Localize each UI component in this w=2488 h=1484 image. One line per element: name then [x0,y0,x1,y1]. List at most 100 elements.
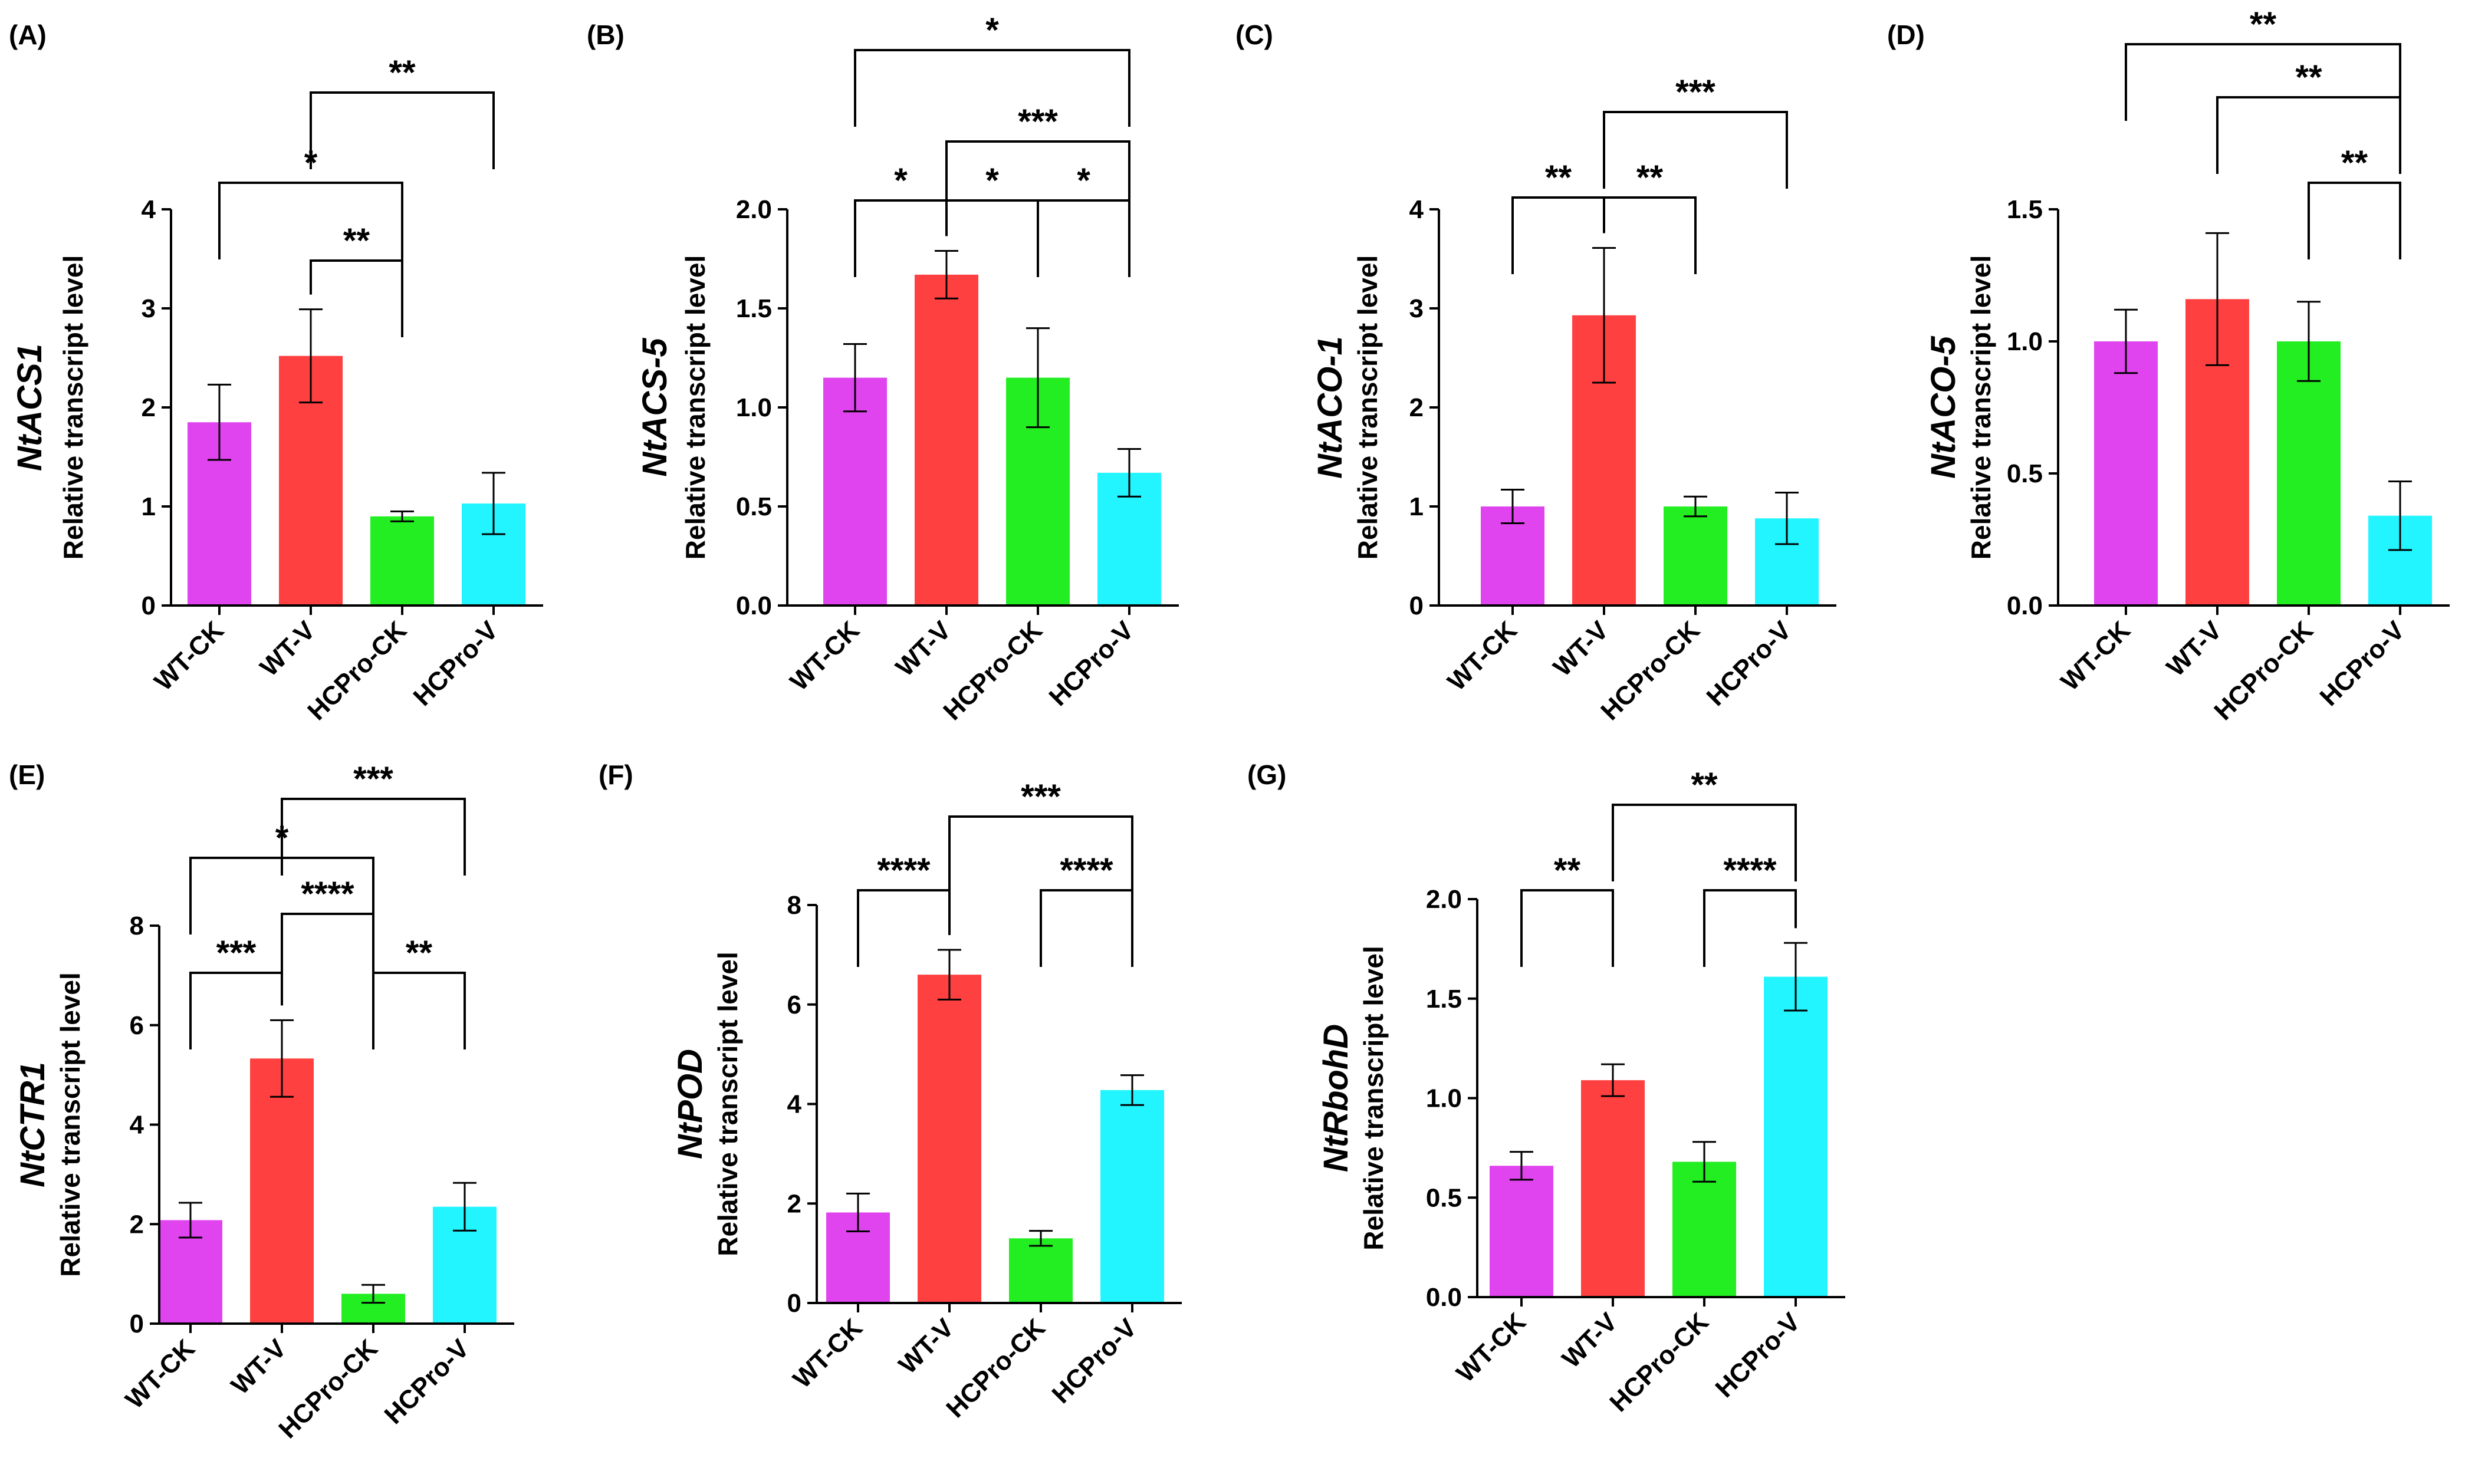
significance-label: * [894,162,908,200]
significance-bracket [1603,196,1697,274]
bar [2094,341,2158,606]
x-tick-label: HCPro-CK [938,616,1048,726]
y-tick-label: 1.0 [2007,327,2043,356]
y-tick-label: 8 [787,891,801,920]
y-tick-label: 0.5 [1426,1183,1462,1212]
significance-bracket [2308,182,2401,259]
y-tick-label: 1 [142,492,156,521]
y-tick-label: 0 [1409,591,1424,620]
panel-letter: (D) [1887,19,1925,50]
y-tick-label: 6 [787,991,801,1019]
y-tick-label: 0.0 [736,591,772,620]
x-tick-label: HCPro-CK [941,1313,1051,1423]
x-tick-label: WT-V [226,1334,292,1400]
y-tick-label: 1.5 [2007,195,2043,224]
y-tick-label: 3 [1409,294,1424,323]
gene-label: NtACO-1 [1311,336,1349,479]
bar [1581,1080,1645,1297]
panel-letter: (C) [1235,19,1273,50]
significance-label: **** [301,875,354,913]
x-tick-label: WT-CK [2055,616,2136,696]
significance-bracket [281,913,374,991]
bar [918,975,981,1303]
x-tick-label: WT-V [2161,616,2228,682]
y-tick-label: 1 [1409,492,1424,521]
significance-label: * [985,162,999,200]
significance-label: *** [216,934,257,972]
significance-label: * [1077,162,1090,200]
significance-bracket [2125,43,2401,121]
panel-letter: (A) [9,19,47,50]
x-tick-label: HCPro-V [2315,616,2411,712]
significance-bracket [189,972,283,1049]
significance-label: ** [343,222,370,260]
x-tick-label: WT-CK [1451,1307,1531,1388]
y-axis-label: Relative transcript level [1358,946,1389,1250]
significance-bracket [857,889,951,967]
x-tick-label: WT-CK [787,1313,868,1394]
significance-bracket [2216,96,2401,174]
bar [1764,976,1828,1297]
x-tick-label: HCPro-V [1047,1313,1143,1409]
bar [250,1058,314,1324]
significance-label: ** [1545,159,1572,197]
y-tick-label: 0.5 [2007,459,2043,488]
significance-label: ** [2250,5,2277,44]
y-axis-label: Relative transcript level [1352,255,1383,560]
gene-label: NtACO-5 [1924,335,1963,478]
significance-bracket [948,815,1133,893]
bar [915,274,978,606]
y-tick-label: 4 [130,1111,144,1140]
significance-bracket [1603,111,1788,189]
significance-label: ** [2341,144,2368,182]
x-tick-label: WT-CK [120,1334,201,1414]
x-tick-label: HCPro-V [1710,1307,1806,1403]
significance-label: ** [389,54,416,92]
y-tick-label: 2.0 [736,195,772,224]
y-tick-label: 0 [130,1309,144,1338]
significance-label: ** [1554,851,1581,890]
gene-label: NtACS1 [11,344,49,471]
significance-label: **** [877,851,931,890]
x-tick-label: WT-V [255,616,321,682]
gene-label: NtCTR1 [14,1062,52,1187]
x-tick-label: HCPro-CK [1595,616,1705,726]
significance-bracket [1520,889,1614,967]
significance-bracket [310,259,403,337]
significance-bracket [854,49,1130,127]
y-tick-label: 2 [1409,393,1424,422]
significance-label: * [985,11,999,50]
significance-label: ** [1691,766,1718,804]
bar [1672,1161,1736,1297]
panel-letter: (F) [599,759,633,790]
significance-bracket [372,972,466,1049]
significance-bracket [1703,889,1797,967]
x-tick-label: WT-CK [784,616,865,696]
y-tick-label: 4 [142,195,156,224]
y-axis-label: Relative transcript level [58,255,88,560]
bar [1490,1166,1553,1297]
x-tick-label: HCPro-CK [2208,616,2319,726]
gene-label: NtPOD [671,1049,709,1159]
significance-bracket [1040,889,1133,967]
y-tick-label: 8 [130,912,144,940]
bar [823,377,887,606]
significance-label: *** [1021,778,1061,816]
x-tick-label: HCPro-CK [273,1334,383,1444]
x-tick-label: WT-CK [1442,616,1523,696]
significance-label: *** [1018,103,1058,141]
significance-bracket [218,182,403,259]
bar [1100,1090,1164,1303]
significance-label: *** [353,760,393,798]
y-tick-label: 2 [787,1189,801,1218]
significance-label: ** [2295,58,2322,97]
y-tick-label: 6 [130,1011,144,1040]
y-tick-label: 0 [787,1289,801,1318]
y-tick-label: 0.5 [736,492,772,521]
x-tick-label: WT-V [890,616,957,682]
significance-label: **** [1723,851,1777,890]
gene-label: NtACS-5 [636,338,674,477]
significance-bracket [945,199,1039,277]
y-tick-label: 2 [130,1210,144,1239]
x-tick-label: HCPro-V [379,1334,475,1430]
